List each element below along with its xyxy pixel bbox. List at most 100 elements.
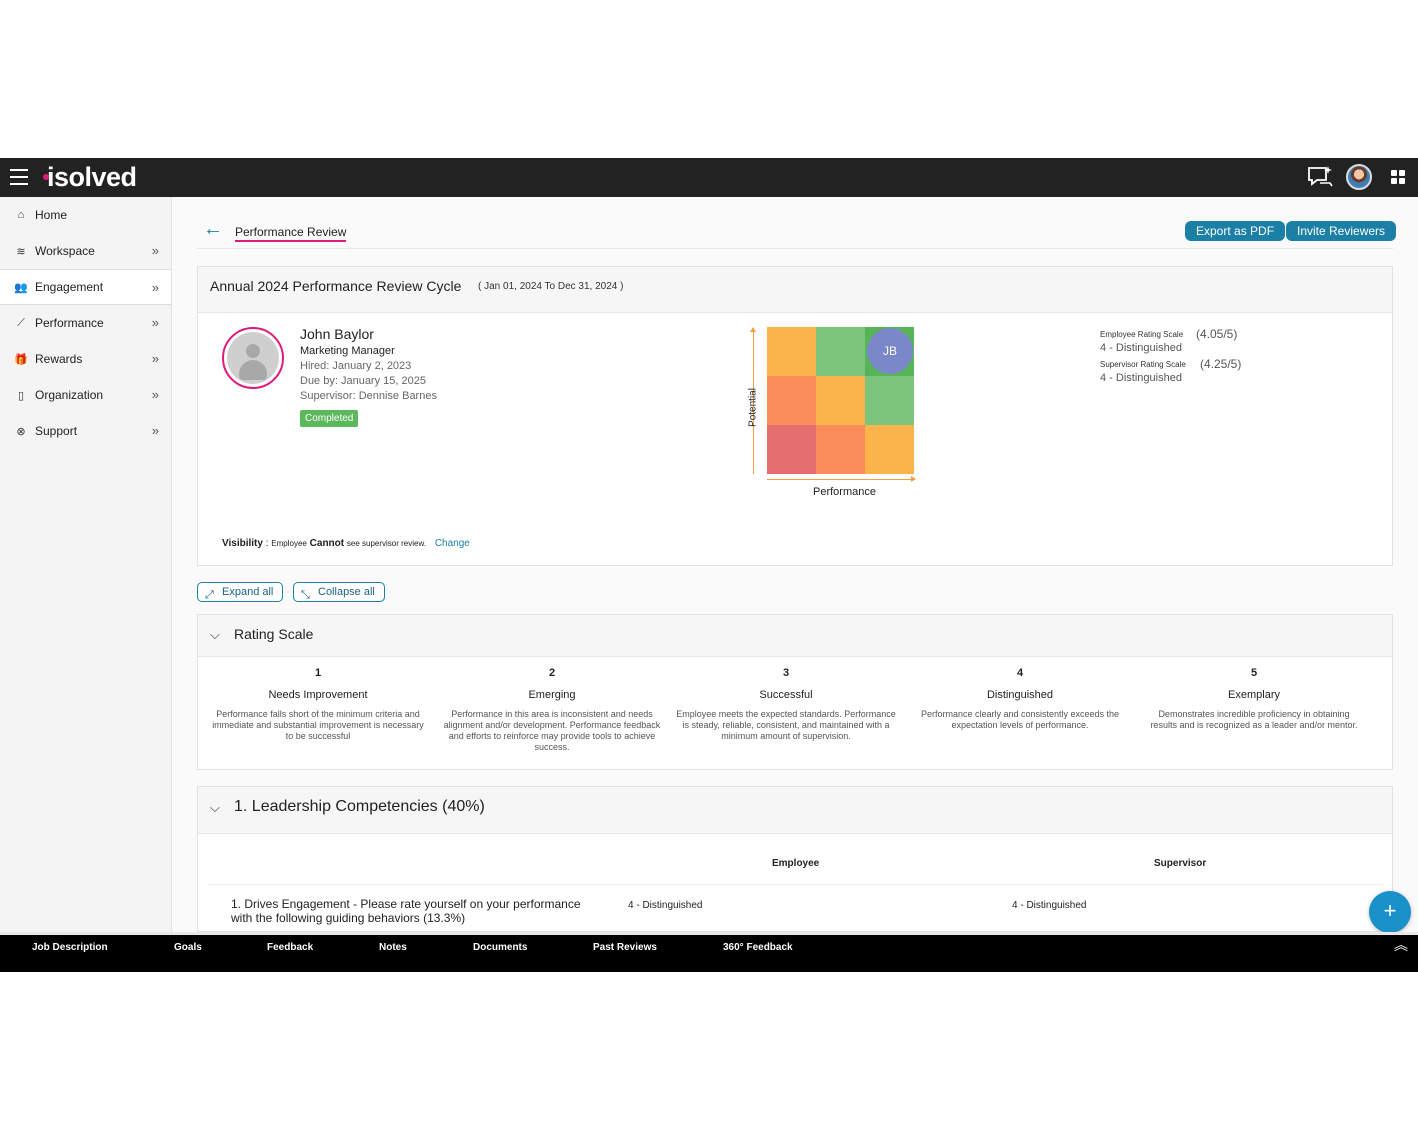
leadership-competencies-section: ⌵ 1. Leadership Competencies (40%) Emplo… [197, 786, 1393, 932]
tab-documents[interactable]: Documents [473, 942, 528, 953]
sidebar-item-support[interactable]: ⊗ Support » [0, 413, 171, 449]
nine-box-cell [865, 376, 914, 425]
employee-job-title: Marketing Manager [300, 345, 395, 357]
add-button[interactable]: + [1369, 891, 1411, 933]
nine-box-cell [865, 425, 914, 474]
chevron-down-icon[interactable]: ⌵ [210, 627, 220, 642]
nine-box-cell [816, 425, 865, 474]
employee-supervisor: Supervisor: Dennise Barnes [300, 390, 437, 402]
chevron-down-icon[interactable]: ⌵ [210, 800, 220, 815]
employee-name: John Baylor [300, 326, 374, 342]
building-icon: ▯ [17, 389, 25, 402]
grid-apps-icon[interactable] [1391, 170, 1405, 184]
expand-all-button[interactable]: ⤢ Expand all [197, 582, 284, 602]
hamburger-icon[interactable] [10, 169, 28, 185]
employee-initials-chip[interactable]: JB [867, 328, 913, 374]
employee-rating-scale-label: Employee Rating Scale [1100, 330, 1184, 339]
visibility-row: Visibility : Employee Cannot see supervi… [222, 538, 470, 549]
nine-box-cell [767, 327, 816, 376]
tab-feedback[interactable]: Feedback [267, 942, 314, 953]
user-avatar[interactable] [1346, 164, 1372, 190]
logo[interactable]: isolved [43, 163, 137, 191]
employee-due-date: Due by: January 15, 2025 [300, 375, 426, 387]
page-title: Performance Review [235, 225, 347, 242]
tab-job-description[interactable]: Job Description [32, 942, 108, 953]
export-pdf-button[interactable]: Export as PDF [1185, 221, 1286, 241]
visibility-suffix: see supervisor review. [346, 539, 427, 548]
rating-level-4: 4 Distinguished Performance clearly and … [910, 667, 1130, 731]
supervisor-column-header: Supervisor [1154, 858, 1207, 869]
invite-reviewers-button[interactable]: Invite Reviewers [1286, 221, 1397, 241]
change-visibility-link[interactable]: Change [434, 538, 470, 549]
rating-level-description: Demonstrates incredible proficiency in o… [1150, 709, 1358, 730]
sidebar-item-organization[interactable]: ▯ Organization » [0, 377, 171, 413]
home-icon: ⌂ [17, 209, 25, 221]
rating-level-name: Successful [759, 689, 813, 701]
nine-box-cell: JB [865, 327, 914, 376]
sidebar-item-label: Home [35, 208, 68, 222]
sidebar-item-label: Engagement [35, 280, 104, 294]
sidebar-item-engagement[interactable]: 👥 Engagement » [0, 269, 171, 305]
question-divider [208, 884, 1384, 885]
nine-box-cell [816, 376, 865, 425]
bottom-tab-bar: Job Description Goals Feedback Notes Doc… [0, 932, 1418, 972]
rating-level-description: Employee meets the expected standards. P… [676, 709, 896, 741]
sidebar-item-label: Organization [35, 388, 104, 402]
rating-level-number: 3 [782, 667, 790, 679]
visibility-label: Visibility [222, 538, 263, 549]
employee-column-header: Employee [772, 858, 820, 869]
rating-level-description: Performance falls short of the minimum c… [212, 709, 424, 741]
tab-past-reviews[interactable]: Past Reviews [593, 942, 657, 953]
collapse-arrows-icon: ⤡ [301, 589, 310, 601]
tab-360-feedback[interactable]: 360° Feedback [723, 942, 793, 953]
leadership-title: 1. Leadership Competencies (40%) [234, 798, 485, 815]
sidebar-item-label: Rewards [35, 352, 83, 366]
rating-level-number: 1 [314, 667, 322, 679]
chart-icon: ⟋ [17, 316, 25, 329]
rating-level-2: 2 Emerging Performance in this area is i… [442, 667, 662, 753]
visibility-prefix: Employee [271, 539, 307, 548]
rating-level-1: 1 Needs Improvement Performance falls sh… [208, 667, 428, 742]
collapse-all-button[interactable]: ⤡ Collapse all [293, 582, 385, 602]
people-icon: 👥 [14, 281, 28, 294]
rating-level-name: Exemplary [1228, 689, 1280, 701]
tab-notes[interactable]: Notes [379, 942, 407, 953]
sidebar-item-workspace[interactable]: ≋ Workspace » [0, 233, 171, 269]
nine-box-cell [767, 425, 816, 474]
rating-level-3: 3 Successful Employee meets the expected… [676, 667, 896, 742]
tab-goals[interactable]: Goals [174, 942, 202, 953]
rating-scale-header[interactable]: ⌵ Rating Scale [198, 615, 1392, 657]
rating-level-number: 2 [548, 667, 556, 679]
chat-sparkle-icon[interactable] [1306, 165, 1334, 189]
chevron-double-right-icon: » [151, 315, 159, 330]
supervisor-rating-scale-label: Supervisor Rating Scale [1100, 360, 1186, 369]
layers-icon: ≋ [16, 245, 26, 258]
sidebar-item-label: Support [35, 424, 78, 438]
review-cycle-title: Annual 2024 Performance Review Cycle [210, 278, 462, 294]
question-text: 1. Drives Engagement - Please rate yours… [231, 897, 581, 925]
expand-arrows-icon: ⤢ [205, 589, 214, 601]
sidebar-item-rewards[interactable]: 🎁 Rewards » [0, 341, 171, 377]
supervisor-rating-value: 4 - Distinguished [1012, 900, 1087, 911]
main-content: ← Performance Review Export as PDF Invit… [172, 197, 1418, 932]
potential-axis-label: Potential [747, 388, 759, 427]
rating-level-name: Emerging [528, 689, 576, 701]
chevron-double-right-icon: » [151, 280, 159, 295]
nine-box-cell [767, 376, 816, 425]
rating-level-name: Needs Improvement [268, 689, 368, 701]
lifebuoy-icon: ⊗ [16, 425, 26, 438]
sidebar-item-home[interactable]: ⌂ Home [0, 197, 171, 233]
chevron-double-up-icon[interactable]: ︽ [1394, 937, 1408, 953]
sidebar-item-performance[interactable]: ⟋ Performance » [0, 305, 171, 341]
sidebar-item-label: Performance [35, 316, 104, 330]
supervisor-rating-level: 4 - Distinguished [1100, 372, 1182, 384]
review-cycle-range: ( Jan 01, 2024 To Dec 31, 2024 ) [478, 281, 624, 292]
back-arrow-icon[interactable]: ← [203, 218, 223, 240]
rating-level-description: Performance in this area is inconsistent… [443, 709, 661, 752]
employee-hired-date: Hired: January 2, 2023 [300, 360, 412, 372]
employee-avatar [222, 327, 284, 389]
rating-level-number: 4 [1016, 667, 1024, 679]
app-window: isolved ⌂ Home ≋ Workspace » 👥 Engagemen… [0, 158, 1418, 972]
leadership-header[interactable]: ⌵ 1. Leadership Competencies (40%) [198, 787, 1392, 834]
chevron-double-right-icon: » [151, 351, 159, 366]
